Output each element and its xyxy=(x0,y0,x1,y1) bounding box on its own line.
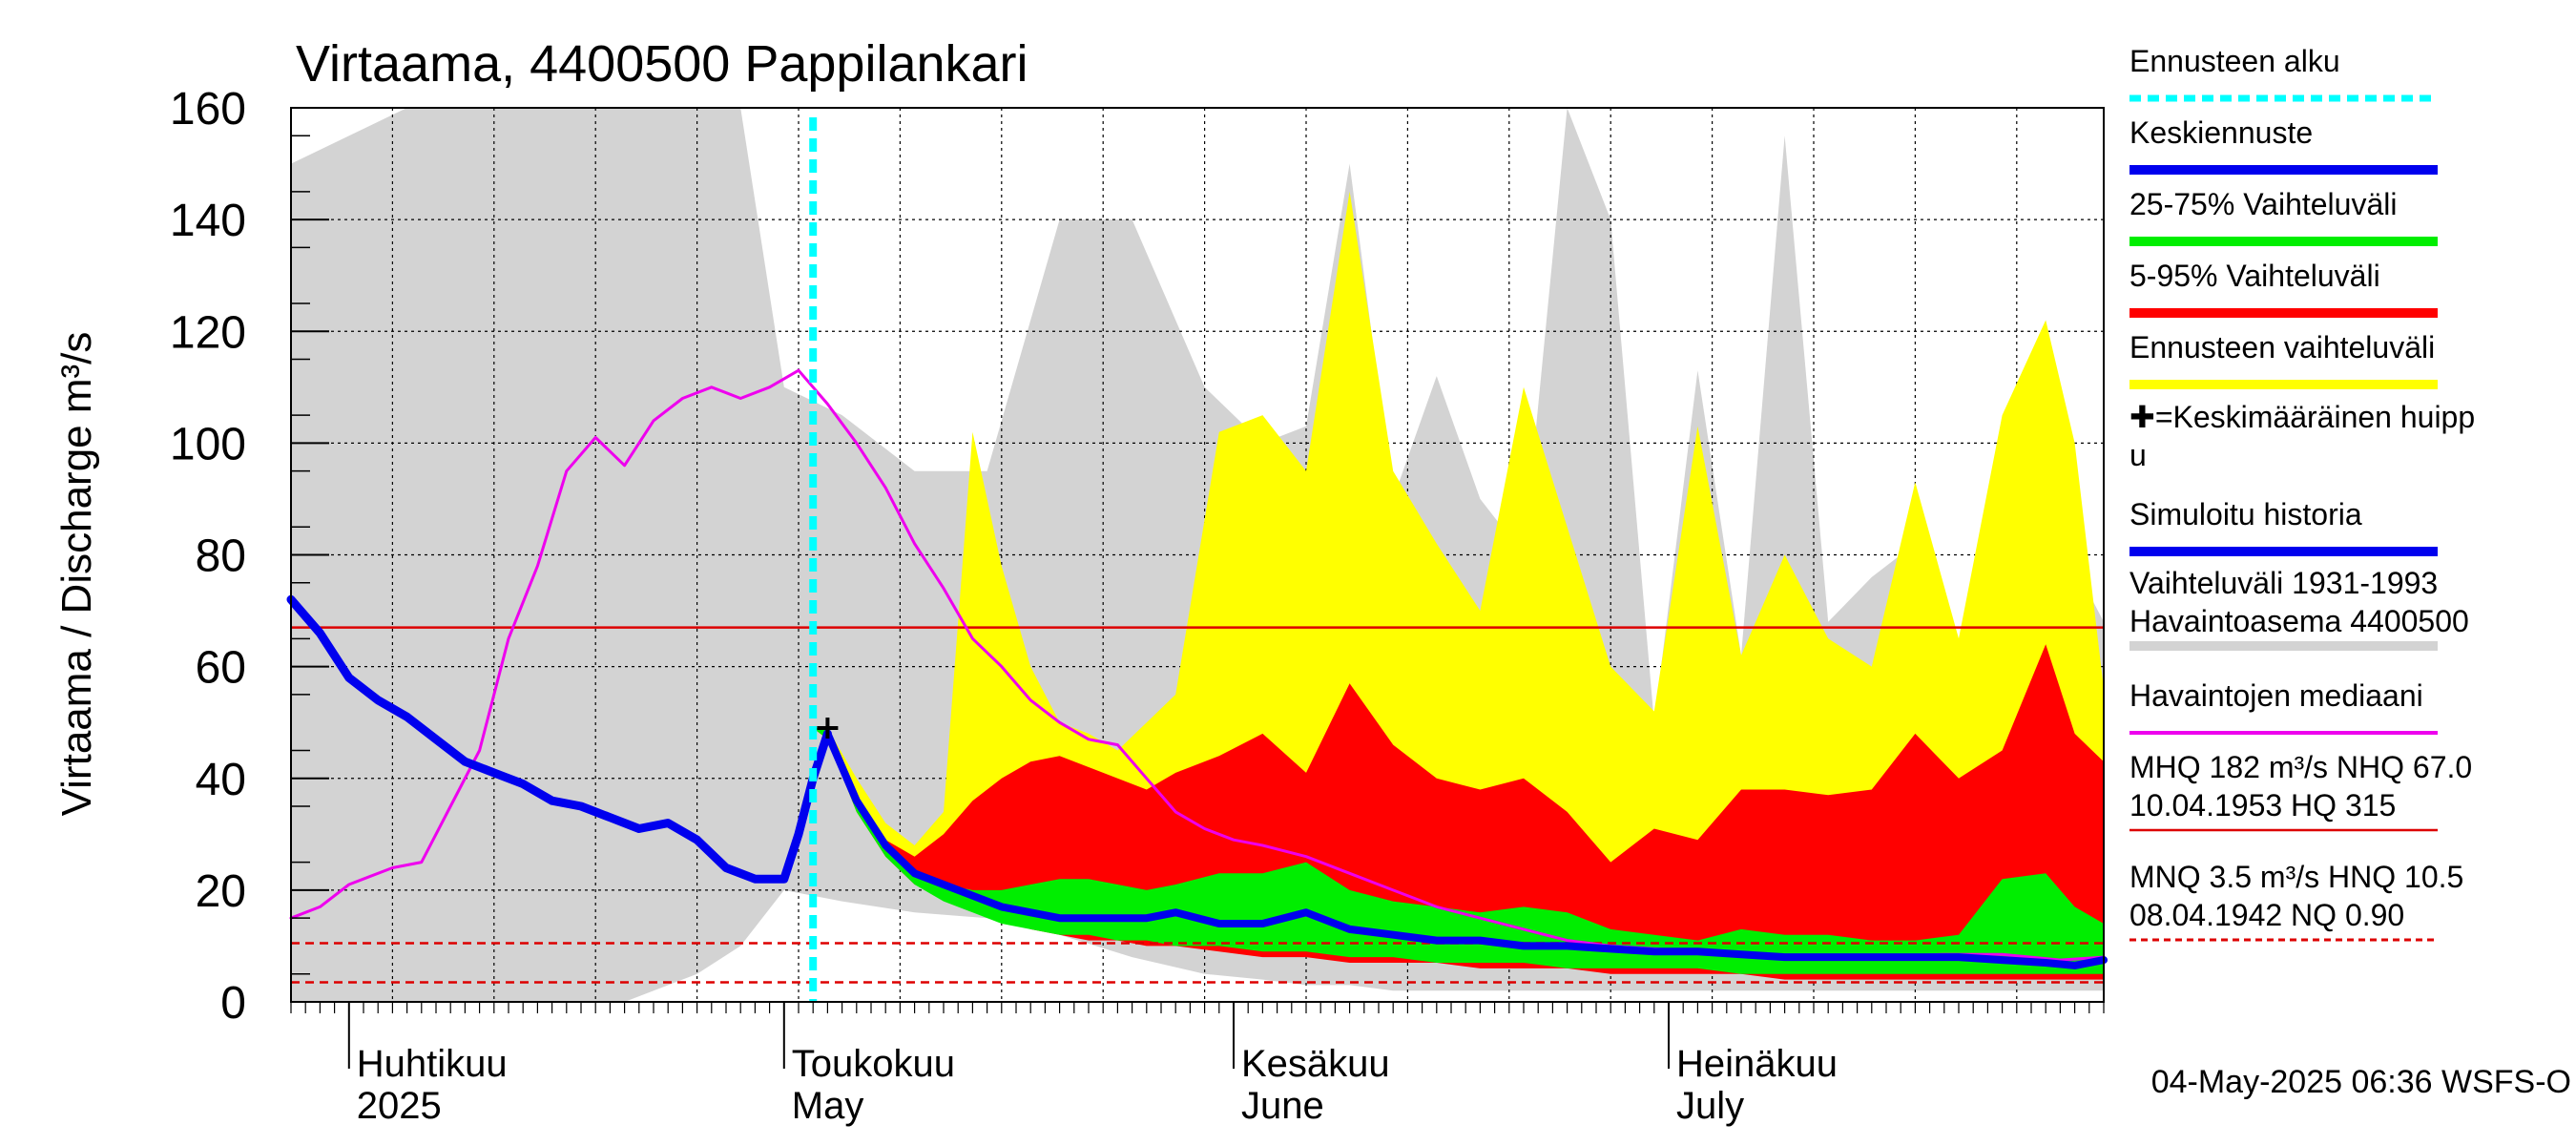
legend-label-2: 08.04.1942 NQ 0.90 xyxy=(2129,898,2404,932)
y-tick-label: 0 xyxy=(220,978,246,1029)
legend-label: ✚=Keskimääräinen huipp xyxy=(2129,400,2475,434)
legend-label: Havaintojen mediaani xyxy=(2129,678,2423,713)
band-ennusteen-vaihteluv-li xyxy=(813,191,2105,974)
chart-text: Virtaama, 4400500 Pappilankari 0 20 40 60 80 1… xyxy=(53,35,2571,1127)
x-month-label-en: May xyxy=(792,1085,864,1127)
line-keskiennuste xyxy=(823,729,2108,969)
y-tick-label: 80 xyxy=(196,531,246,582)
y-tick-label: 140 xyxy=(170,196,246,246)
axes xyxy=(290,107,2105,1069)
legend-label: Vaihteluväli 1931-1993 xyxy=(2129,566,2438,600)
x-month-label: Kesäkuu xyxy=(1241,1043,1390,1085)
x-month-label-en: 2025 xyxy=(357,1085,442,1127)
legend-label: Ennusteen vaihteluväli xyxy=(2129,330,2435,364)
legend-label: Keskiennuste xyxy=(2129,115,2313,150)
footer-timestamp: 04-May-2025 06:36 WSFS-O xyxy=(2151,1064,2571,1100)
x-month-label-en: June xyxy=(1241,1085,1324,1127)
band-25-75-vaihteluv-li xyxy=(813,728,2105,974)
legend-label: MNQ 3.5 m³/s HNQ 10.5 xyxy=(2129,860,2463,894)
y-tick-label: 60 xyxy=(196,643,246,694)
y-tick-label: 20 xyxy=(196,866,246,917)
legend-label-2: Havaintoasema 4400500 xyxy=(2129,604,2469,638)
line-simuloitu-historia xyxy=(286,594,832,884)
x-month-label: Toukokuu xyxy=(792,1043,955,1085)
legend-label: Simuloitu historia xyxy=(2129,497,2362,531)
range-25-75-band xyxy=(813,728,2105,974)
chart-title: Virtaama, 4400500 Pappilankari xyxy=(296,35,1028,93)
legend: Ennusteen alku Keskiennuste 25-75% Vaihtel… xyxy=(2129,44,2475,942)
y-tick-label: 160 xyxy=(170,84,246,135)
legend-label: MHQ 182 m³/s NHQ 67.0 xyxy=(2129,750,2472,784)
legend-label: Ennusteen alku xyxy=(2129,44,2340,78)
forecast-range-band xyxy=(813,191,2105,974)
x-month-label-en: July xyxy=(1676,1085,1744,1127)
y-tick-label: 120 xyxy=(170,307,246,358)
series-lines xyxy=(286,368,2108,969)
reference-lines xyxy=(291,626,2104,984)
mean-peak-marker xyxy=(817,718,839,739)
y-tick-label: 100 xyxy=(170,419,246,469)
legend-label: 25-75% Vaihteluväli xyxy=(2129,187,2397,221)
x-month-label: Heinäkuu xyxy=(1676,1043,1838,1085)
legend-label: 5-95% Vaihteluväli xyxy=(2129,259,2380,293)
legend-label-2: u xyxy=(2129,438,2147,472)
legend-label-2: 10.04.1953 HQ 315 xyxy=(2129,788,2396,822)
x-month-label: Huhtikuu xyxy=(357,1043,508,1085)
y-tick-label: 40 xyxy=(196,755,246,805)
y-axis-label: Virtaama / Discharge m³/s xyxy=(53,332,100,817)
